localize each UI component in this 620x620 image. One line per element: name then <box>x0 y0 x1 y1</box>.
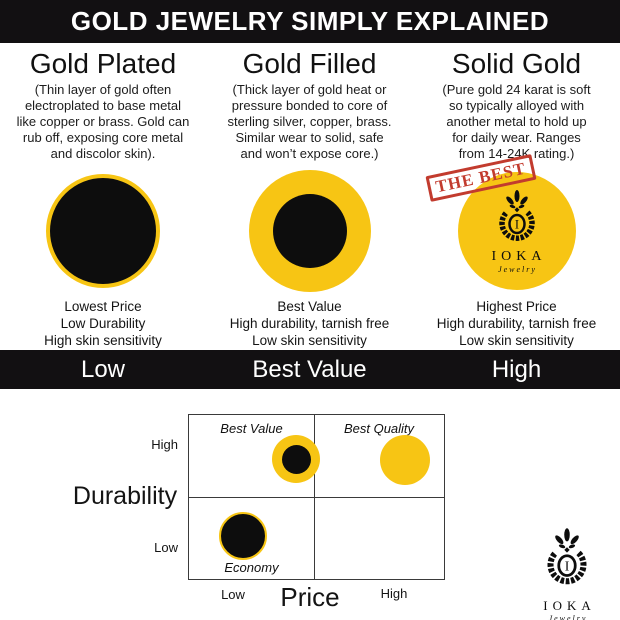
price-durability-chart: Best Value Best Quality Economy High Low… <box>0 400 620 612</box>
value-summary-bar: Low Best Value High <box>0 350 620 389</box>
quadrant-label-best-quality: Best Quality <box>343 421 415 436</box>
footer-brand-logo: IOKA Jewelry <box>527 526 607 620</box>
column-solid-gold: Solid Gold (Pure gold 24 karat is soft s… <box>413 47 620 349</box>
value-bar-high: High <box>491 355 542 383</box>
attribute-line: Best Value <box>277 299 342 314</box>
description-line: like copper or brass. Gold can <box>16 114 190 129</box>
description-line: and discolor skin). <box>50 146 156 161</box>
attribute-line: Lowest Price <box>64 299 142 314</box>
column-description: (Pure gold 24 karat is soft so typically… <box>417 82 616 164</box>
chart-point-gold-filled <box>272 435 320 483</box>
column-title: Solid Gold <box>451 48 582 79</box>
quadrant-plot-area: Best Value Best Quality Economy <box>188 414 445 580</box>
description-line: sterling silver, copper, brass. <box>227 114 392 129</box>
chart-point-solid-gold <box>380 435 430 485</box>
attribute-line: High durability, tarnish free <box>436 316 597 331</box>
logo-tagline: Jewelry <box>498 265 537 274</box>
page-title: GOLD JEWELRY SIMPLY EXPLAINED <box>70 6 550 36</box>
description-line: from 14-24K rating.) <box>458 146 575 161</box>
y-axis-label: Durability <box>72 482 178 510</box>
circle-illustration-wrap <box>4 166 202 296</box>
quadrant-label-economy: Economy <box>224 560 279 575</box>
column-gold-plated: Gold Plated (Thin layer of gold often el… <box>0 47 206 349</box>
attribute-line: High skin sensitivity <box>44 333 162 348</box>
logo-name: IOKA <box>491 249 547 264</box>
description-line: so typically alloyed with <box>448 98 585 113</box>
quadrant-label-best-value: Best Value <box>220 421 283 436</box>
attribute-line: Low skin sensitivity <box>459 333 574 348</box>
attribute-line: Low Durability <box>60 316 146 331</box>
circle-illustration-wrap <box>210 166 409 296</box>
attribute-line: Highest Price <box>476 299 557 314</box>
header-bar: GOLD JEWELRY SIMPLY EXPLAINED <box>0 0 620 43</box>
black-core <box>281 444 311 474</box>
column-attributes: Highest Price High durability, tarnish f… <box>417 298 616 349</box>
jewelry-type-columns: Gold Plated (Thin layer of gold often el… <box>0 47 620 349</box>
column-attributes: Lowest Price Low Durability High skin se… <box>4 298 202 349</box>
column-title: Gold Plated <box>29 48 177 79</box>
description-line: electroplated to base metal <box>24 98 182 113</box>
column-description: (Thick layer of gold heat or pressure bo… <box>210 82 409 164</box>
logo-name: IOKA <box>543 598 596 613</box>
horizontal-gridline <box>189 497 444 498</box>
value-bar-low: Low <box>80 355 126 383</box>
column-description: (Thin layer of gold often electroplated … <box>4 82 202 164</box>
logo-tagline: Jewelry <box>548 614 588 620</box>
description-line: (Thin layer of gold often <box>34 82 172 97</box>
description-line: rub off, exposing core metal <box>22 130 184 145</box>
solid-gold-circle-icon: IOKA Jewelry <box>457 172 576 290</box>
x-tick-low: Low <box>221 587 245 602</box>
circle-illustration-wrap: IOKA Jewelry THE BEST <box>417 154 616 296</box>
column-attributes: Best Value High durability, tarnish free… <box>210 298 409 349</box>
value-bar-best-value: Best Value <box>252 355 367 383</box>
gold-plated-circle-icon <box>46 174 160 288</box>
attribute-line: High durability, tarnish free <box>229 316 390 331</box>
x-axis-label: Price <box>280 582 340 612</box>
chart-point-gold-plated <box>219 512 267 560</box>
attribute-line: Low skin sensitivity <box>252 333 367 348</box>
y-tick-high: High <box>151 437 178 452</box>
description-line: (Pure gold 24 karat is soft <box>442 82 591 97</box>
description-line: another metal to hold up <box>446 114 587 129</box>
description-line: (Thick layer of gold heat or <box>232 82 387 97</box>
description-line: pressure bonded to core of <box>231 98 388 113</box>
column-title: Gold Filled <box>242 48 377 79</box>
description-line: and won’t expose core.) <box>240 146 379 161</box>
y-tick-low: Low <box>154 540 178 555</box>
ioka-crest-icon <box>492 188 542 248</box>
black-core <box>272 194 347 268</box>
x-tick-high: High <box>380 586 408 601</box>
description-line: for daily wear. Ranges <box>452 130 581 145</box>
column-gold-filled: Gold Filled (Thick layer of gold heat or… <box>206 47 413 349</box>
ioka-crest-icon <box>539 526 595 592</box>
description-line: Similar wear to solid, safe <box>235 130 384 145</box>
gold-filled-circle-icon <box>248 170 371 292</box>
